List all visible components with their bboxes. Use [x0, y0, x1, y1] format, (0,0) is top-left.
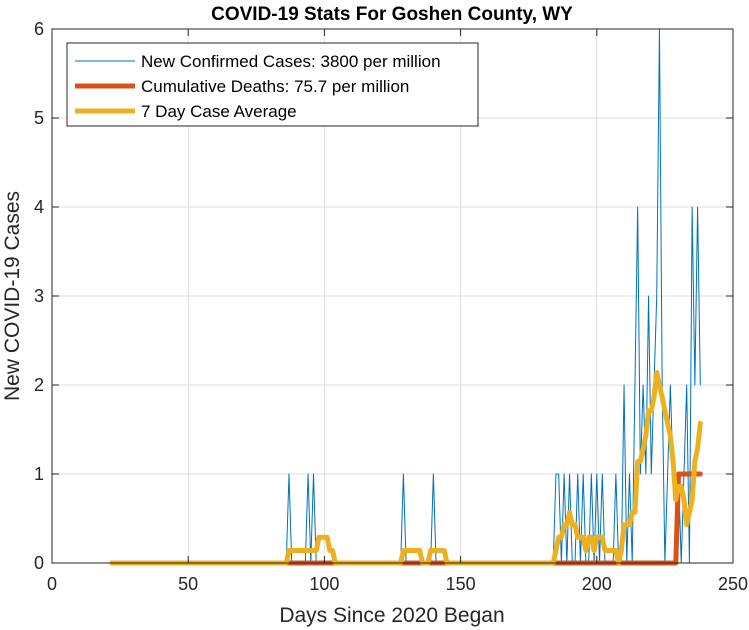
y-tick-label: 6 — [34, 19, 44, 39]
y-tick-label: 3 — [34, 286, 44, 306]
x-tick-label: 0 — [47, 574, 57, 594]
y-tick-label: 4 — [34, 197, 44, 217]
legend-box — [66, 42, 479, 127]
legend: New Confirmed Cases: 3800 per million Cum… — [66, 42, 479, 127]
y-tick-label: 5 — [34, 108, 44, 128]
x-axis-label: Days Since 2020 Began — [279, 604, 504, 627]
ticks: 0 50 100 150 200 250 0 1 2 3 4 5 6 — [34, 19, 748, 594]
series-line-3 — [109, 370, 703, 566]
x-tick-label: 150 — [446, 574, 476, 594]
x-tick-label: 50 — [178, 574, 198, 594]
x-tick-label: 250 — [718, 574, 748, 594]
y-axis-label: New COVID-19 Cases — [1, 191, 24, 401]
legend-label-3: 7 Day Case Average — [141, 102, 297, 121]
x-tick-label: 100 — [309, 574, 339, 594]
y-tick-label: 1 — [34, 464, 44, 484]
legend-label-1: New Confirmed Cases: 3800 per million — [141, 52, 441, 71]
x-tick-label: 200 — [582, 574, 612, 594]
chart-title: COVID-19 Stats For Goshen County, WY — [211, 4, 573, 25]
y-tick-label: 0 — [34, 553, 44, 573]
y-tick-label: 2 — [34, 375, 44, 395]
legend-label-2: Cumulative Deaths: 75.7 per million — [141, 77, 409, 96]
